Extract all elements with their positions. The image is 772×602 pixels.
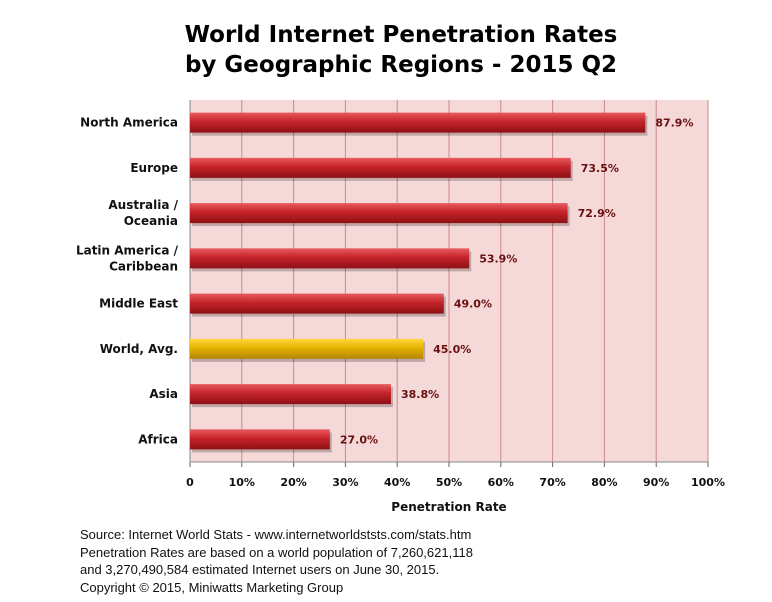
- category-label: Middle East: [99, 297, 178, 311]
- chart-title: World Internet Penetration Rates: [184, 22, 618, 48]
- category-label: Australia / Oceania: [108, 198, 178, 228]
- x-tick-label: 40%: [384, 476, 410, 489]
- value-label: 45.0%: [433, 343, 471, 356]
- x-tick-label: 10%: [229, 476, 255, 489]
- x-tick-labels: 0 10% 20% 30% 40% 50% 60% 70% 80% 90% 100%: [186, 476, 725, 489]
- x-tick-label: 50%: [436, 476, 462, 489]
- x-tick-label: 90%: [643, 476, 669, 489]
- source-line: Source: Internet World Stats - www.inter…: [80, 527, 472, 542]
- value-label: 38.8%: [401, 388, 439, 401]
- value-label: 73.5%: [581, 162, 619, 175]
- category-label-line: Africa: [138, 432, 178, 446]
- category-label-line: North America: [80, 116, 178, 130]
- category-label-line: Asia: [149, 387, 178, 401]
- value-label: 87.9%: [655, 117, 693, 130]
- category-label: Africa: [138, 432, 178, 446]
- category-label-line: Australia /: [108, 198, 178, 212]
- x-tick-label: 80%: [591, 476, 617, 489]
- value-label: 27.0%: [340, 433, 378, 446]
- category-label-line: Europe: [130, 161, 178, 175]
- bar: [190, 293, 444, 314]
- chart-subtitle: by Geographic Regions - 2015 Q2: [184, 52, 618, 78]
- category-label: World, Avg.: [100, 342, 178, 356]
- category-label-line: Latin America /: [76, 243, 179, 257]
- value-labels: 87.9% 73.5% 72.9% 53.9% 49.0% 45.0% 38.8% 27.0%: [340, 117, 694, 447]
- x-axis-label: Penetration Rate: [391, 500, 506, 514]
- bar: [190, 384, 391, 405]
- value-label: 53.9%: [479, 252, 517, 265]
- category-labels: North America Europe Australia / Oceania Lat…: [76, 116, 179, 447]
- x-tick-label: 20%: [280, 476, 306, 489]
- bar: [190, 157, 571, 178]
- value-label: 49.0%: [454, 298, 492, 311]
- x-tick-label: 0: [186, 476, 194, 489]
- category-label-line: Caribbean: [109, 259, 178, 273]
- x-tick-label: 60%: [488, 476, 514, 489]
- category-label: Latin America / Caribbean: [76, 243, 179, 273]
- source-line: and 3,270,490,584 estimated Internet use…: [80, 562, 440, 577]
- source-note: Source: Internet World Stats - www.inter…: [80, 526, 473, 596]
- bar: [190, 248, 470, 269]
- bar: [190, 112, 646, 133]
- bars: [190, 112, 648, 453]
- category-label-line: Middle East: [99, 297, 178, 311]
- value-label: 72.9%: [578, 207, 616, 220]
- category-label: Asia: [149, 387, 178, 401]
- x-tick-label: 100%: [691, 476, 725, 489]
- x-tick-label: 70%: [539, 476, 565, 489]
- bar-highlight: [190, 338, 424, 359]
- category-label-line: Oceania: [124, 214, 178, 228]
- category-label-line: World, Avg.: [100, 342, 178, 356]
- category-label: North America: [80, 116, 178, 130]
- source-line: Penetration Rates are based on a world p…: [80, 544, 473, 560]
- bar: [190, 203, 568, 224]
- copyright-line: Copyright © 2015, Miniwatts Marketing Gr…: [80, 579, 344, 595]
- bar: [190, 429, 330, 450]
- category-label: Europe: [130, 161, 178, 175]
- x-tick-label: 30%: [332, 476, 358, 489]
- bar-chart: North America Europe Australia / Oceania Lat…: [76, 100, 725, 514]
